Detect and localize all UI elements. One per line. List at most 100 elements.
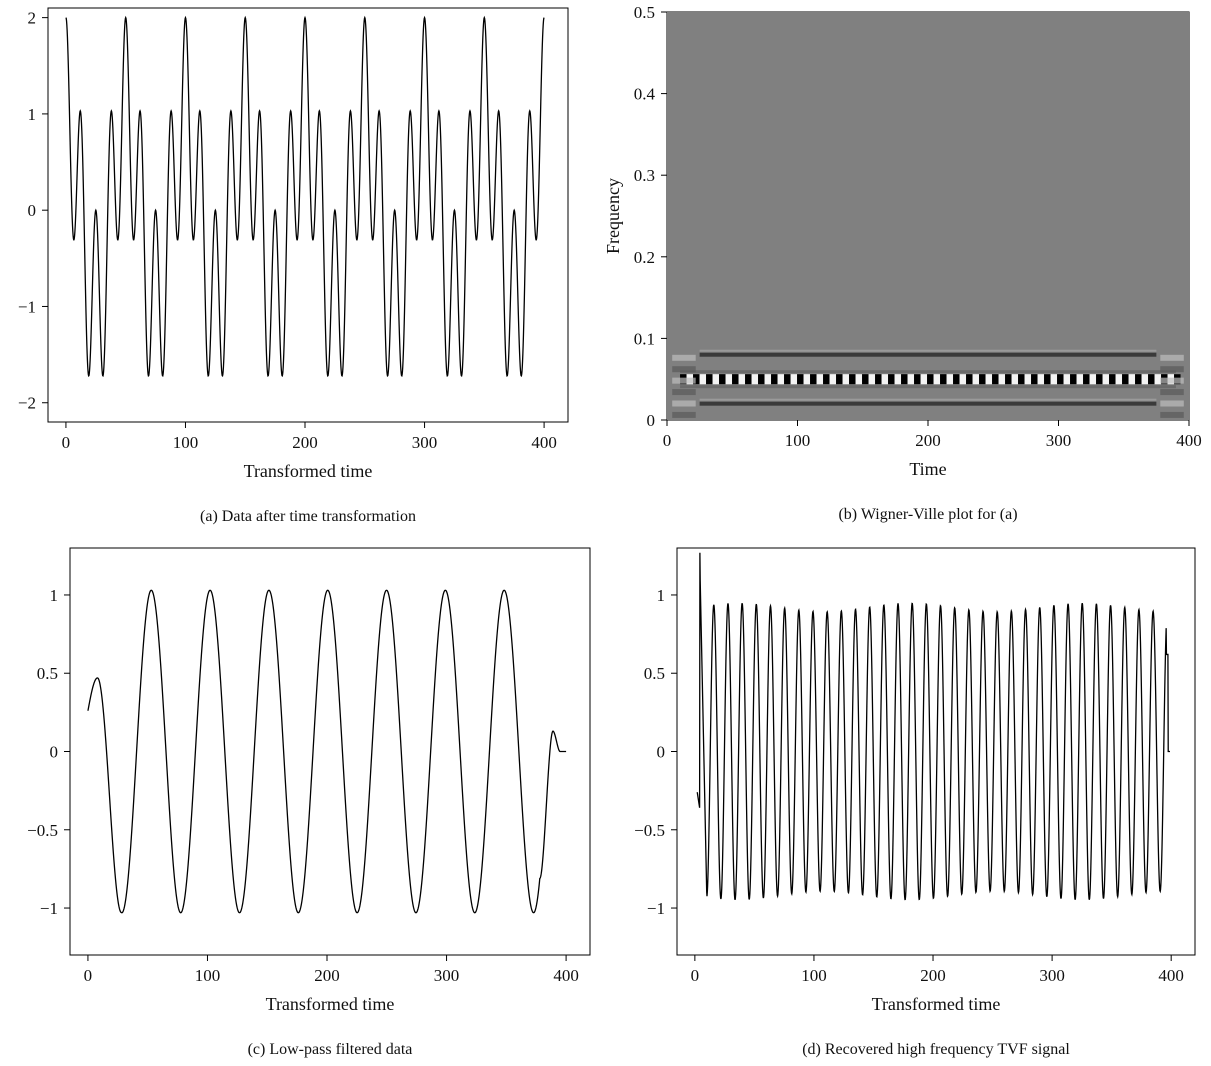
x-tick-label: 400 (1176, 431, 1202, 450)
x-tick-label: 200 (292, 433, 318, 452)
heatmap-edge (1160, 366, 1184, 373)
chart-a-svg: 0 100 200 300 400 −2 −1 0 1 2 Transformed time (a) … (18, 7, 569, 525)
y-tick-label: −1 (647, 899, 665, 918)
heatmap-cell (1089, 374, 1097, 385)
x-tick-label: 300 (412, 433, 438, 452)
heatmap-cell (959, 374, 967, 385)
x-tick-label: 300 (1039, 966, 1065, 985)
heatmap-edge (672, 366, 696, 373)
heatmap-cell (797, 374, 804, 385)
heatmap-cell (849, 374, 856, 385)
heatmap-cell (745, 374, 752, 385)
x-tick-label: 200 (314, 966, 340, 985)
x-axis-label: Transformed time (872, 994, 1001, 1014)
heatmap-cell (719, 374, 726, 385)
heatmap-cell (901, 374, 908, 385)
y-tick-label: 1 (657, 586, 666, 605)
x-tick-label: 400 (1158, 966, 1184, 985)
y-tick-label: 0.3 (634, 166, 655, 185)
y-axis-label: Frequency (605, 178, 623, 254)
x-tick-label: 0 (663, 431, 672, 450)
heatmap-cell (998, 374, 1006, 385)
heatmap-background (667, 12, 1189, 420)
y-tick-label: 0.5 (37, 664, 58, 683)
heatmap-cell (1076, 374, 1084, 385)
chart-d-svg: 0 100 200 300 400 −1 −0.5 0 0.5 1 Transformed time… (634, 547, 1196, 1058)
heatmap-edge (1160, 389, 1184, 396)
heatmap-edge (672, 389, 696, 396)
heatmap-cell (810, 374, 817, 385)
heatmap-cell (953, 374, 960, 385)
heatmap-cell (706, 374, 713, 385)
y-tick-label: 0 (647, 411, 656, 430)
heatmap-cell (1154, 374, 1162, 385)
y-tick-label: −2 (18, 394, 36, 413)
y-tick-label: 0 (657, 743, 666, 762)
heatmap-cell (894, 374, 902, 385)
heatmap-cell (751, 374, 759, 385)
heatmap-band (699, 349, 1157, 352)
heatmap-cell (1037, 374, 1045, 385)
heatmap-edge (1160, 377, 1184, 384)
heatmap-cell (1128, 374, 1136, 385)
series-line (65, 15, 545, 378)
x-tick-label: 300 (1046, 431, 1072, 450)
heatmap-cell (1044, 374, 1051, 385)
heatmap-cell (771, 374, 778, 385)
heatmap-cell (914, 374, 921, 385)
heatmap-cell (881, 374, 889, 385)
heatmap-cell (862, 374, 869, 385)
heatmap-cell (777, 374, 785, 385)
x-axis-label: Time (909, 459, 946, 479)
heatmap-cell (1141, 374, 1149, 385)
heatmap-cell (693, 374, 700, 385)
plot-frame (47, 7, 569, 423)
heatmap-cell (842, 374, 850, 385)
heatmap-cell (1096, 374, 1103, 385)
heatmap-cell (888, 374, 895, 385)
series-line (87, 589, 567, 914)
heatmap-cell (855, 374, 863, 385)
y-tick-label: 0.2 (634, 248, 655, 267)
y-tick-label: −0.5 (634, 821, 665, 840)
heatmap-cell (712, 374, 720, 385)
heatmap-edge (1160, 400, 1184, 407)
heatmap-cell (972, 374, 980, 385)
heatmap-edge (672, 354, 696, 361)
x-axis-label: Transformed time (266, 994, 395, 1014)
x-axis-label: Transformed time (244, 461, 373, 481)
heatmap-cell (1024, 374, 1032, 385)
heatmap-cell (829, 374, 837, 385)
y-tick-label: 1 (28, 105, 37, 124)
heatmap-cell (946, 374, 954, 385)
heatmap-cell (907, 374, 915, 385)
chart-b-svg: 0 100 200 300 400 0 0.1 0.2 0.3 0.4 0.5 Time Frequen… (605, 3, 1202, 523)
heatmap-cell (725, 374, 733, 385)
heatmap-cell (823, 374, 830, 385)
heatmap-edge (1160, 411, 1184, 418)
heatmap-cell (764, 374, 772, 385)
x-tick-label: 400 (553, 966, 579, 985)
chart-panel-c: 0 100 200 300 400 −1 −0.5 0 0.5 1 Transformed time… (0, 533, 605, 1066)
heatmap-cell (1005, 374, 1012, 385)
heatmap-cell (784, 374, 791, 385)
y-tick-label: 2 (28, 9, 37, 28)
y-tick-label: −1 (18, 297, 36, 316)
heatmap-cell (985, 374, 993, 385)
heatmap-cell (868, 374, 876, 385)
heatmap-cell (1083, 374, 1090, 385)
heatmap-cell (680, 385, 1176, 389)
heatmap-cell (1122, 374, 1129, 385)
y-tick-label: 0 (50, 743, 59, 762)
heatmap-cell (1109, 374, 1116, 385)
y-tick-label: −0.5 (27, 821, 58, 840)
heatmap-cell (732, 374, 739, 385)
x-tick-label: 100 (785, 431, 811, 450)
heatmap-cell (816, 374, 824, 385)
heatmap-cell (1063, 374, 1071, 385)
y-tick-label: 0.5 (644, 664, 665, 683)
heatmap-layer (667, 12, 1189, 420)
heatmap-edge (672, 377, 696, 384)
heatmap-cell (940, 374, 947, 385)
heatmap-cell (927, 374, 934, 385)
